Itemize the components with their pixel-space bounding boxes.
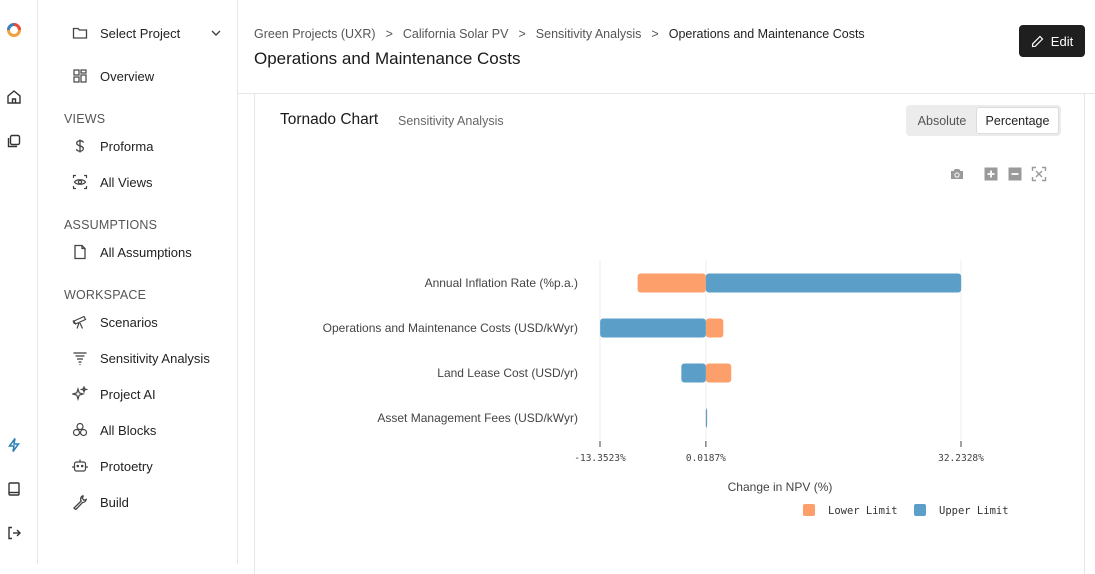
- sidebar-item-label: All Views: [100, 174, 153, 190]
- sidebar-item-project-ai[interactable]: Project AI: [72, 384, 156, 404]
- sidebar-item-scenarios[interactable]: Scenarios: [72, 312, 158, 332]
- chart-card: Tornado Chart Sensitivity Analysis Absol…: [254, 94, 1085, 574]
- file-icon: [74, 244, 86, 260]
- logout-icon[interactable]: [6, 525, 22, 541]
- x-tick-label: 0.0187%: [686, 453, 726, 464]
- bot-icon: [72, 459, 88, 472]
- lower-limit-bar: [637, 273, 706, 293]
- sidebar-item-label: Sensitivity Analysis: [100, 350, 210, 366]
- legend-swatch: [914, 504, 926, 516]
- camera-icon[interactable]: [949, 166, 965, 182]
- lower-limit-bar: [705, 318, 724, 338]
- edit-button[interactable]: Edit: [1019, 25, 1085, 57]
- category-label: Asset Management Fees (USD/kWyr): [377, 411, 578, 425]
- main-content: Green Projects (UXR) > California Solar …: [238, 0, 1095, 574]
- upper-limit-bar: [705, 408, 708, 428]
- category-label: Annual Inflation Rate (%p.a.): [425, 276, 578, 290]
- zoom-out-icon[interactable]: [1007, 166, 1023, 182]
- chart-card-title: Tornado Chart: [280, 111, 379, 128]
- section-views: VIEWS: [64, 112, 106, 126]
- upper-limit-bar: [600, 318, 706, 338]
- sidebar-item-all-blocks[interactable]: All Blocks: [72, 420, 156, 440]
- breadcrumb: Green Projects (UXR) > California Solar …: [254, 27, 865, 41]
- sidebar-item-all-views[interactable]: All Views: [72, 172, 153, 192]
- wrench-icon: [73, 495, 88, 510]
- sidebar-item-label: Proforma: [100, 138, 154, 154]
- category-label: Land Lease Cost (USD/yr): [437, 366, 578, 380]
- bolt-icon[interactable]: [6, 437, 22, 453]
- x-tick-label: 32.2328%: [938, 453, 984, 464]
- zoom-in-icon[interactable]: [983, 166, 999, 182]
- sidebar-item-build[interactable]: Build: [72, 492, 129, 512]
- breadcrumb-item[interactable]: Sensitivity Analysis: [535, 27, 642, 41]
- breadcrumb-separator: >: [518, 27, 526, 41]
- logo-icon[interactable]: [6, 22, 22, 38]
- section-workspace: WORKSPACE: [64, 288, 147, 302]
- edit-button-label: Edit: [1050, 33, 1074, 49]
- autoscale-icon[interactable]: [1031, 166, 1047, 182]
- upper-limit-bar: [681, 363, 706, 383]
- sparkles-icon: [72, 386, 88, 401]
- breadcrumb-separator: >: [651, 27, 659, 41]
- x-axis-title: Change in NPV (%): [728, 480, 833, 494]
- view-toggle: Absolute Percentage: [906, 105, 1061, 136]
- sidebar-item-label: Project AI: [100, 386, 156, 402]
- sidebar-item-overview[interactable]: Overview: [72, 66, 154, 86]
- sidebar-item-protoetry[interactable]: Protoetry: [72, 456, 153, 476]
- chart-card-subtitle: Sensitivity Analysis: [398, 114, 504, 128]
- legend-label: Lower Limit: [828, 505, 898, 517]
- chevron-down-icon: [211, 30, 221, 36]
- toggle-absolute[interactable]: Absolute: [917, 113, 967, 128]
- upper-limit-bar: [705, 273, 962, 293]
- breadcrumb-separator: >: [385, 27, 393, 41]
- project-select-label: Select Project: [100, 25, 181, 41]
- book-icon[interactable]: [6, 481, 22, 497]
- sidebar-item-label: All Blocks: [100, 422, 157, 438]
- page-header: Green Projects (UXR) > California Solar …: [238, 0, 1095, 94]
- page-title: Operations and Maintenance Costs: [254, 49, 521, 68]
- telescope-icon: [72, 315, 87, 329]
- sidebar-item-label: Build: [100, 494, 129, 510]
- folder-icon: [72, 27, 88, 39]
- legend-label: Upper Limit: [939, 505, 1009, 517]
- pencil-icon: [1031, 35, 1044, 47]
- projects-icon[interactable]: [6, 133, 22, 149]
- eye-scan-icon: [72, 174, 88, 190]
- dollar-icon: [75, 139, 85, 153]
- section-assumptions: ASSUMPTIONS: [64, 218, 158, 232]
- legend-swatch: [803, 504, 815, 516]
- sidebar-item-label: All Assumptions: [100, 244, 192, 260]
- sidebar-item-all-assumptions[interactable]: All Assumptions: [72, 242, 192, 262]
- home-icon[interactable]: [6, 89, 22, 105]
- toggle-percentage[interactable]: Percentage: [976, 107, 1059, 134]
- breadcrumb-current: Operations and Maintenance Costs: [668, 27, 865, 41]
- sidebar-item-sensitivity-analysis[interactable]: Sensitivity Analysis: [72, 348, 210, 368]
- tornado-chart: Annual Inflation Rate (%p.a.) Operations …: [323, 260, 1009, 517]
- tornado-icon: [73, 352, 87, 366]
- grid-icon: [73, 69, 87, 83]
- breadcrumb-item[interactable]: Green Projects (UXR): [254, 27, 376, 41]
- blocks-icon: [72, 422, 88, 437]
- category-label: Operations and Maintenance Costs (USD/kW…: [323, 321, 578, 335]
- sidebar: Select Project Overview VIEWS Proforma A…: [38, 0, 238, 564]
- sidebar-item-proforma[interactable]: Proforma: [72, 136, 153, 156]
- project-select[interactable]: Select Project: [72, 23, 222, 43]
- sidebar-item-label: Protoetry: [100, 458, 153, 474]
- x-tick-label: -13.3523%: [574, 453, 626, 464]
- sidebar-item-label: Overview: [100, 68, 155, 84]
- sidebar-item-label: Scenarios: [100, 314, 158, 330]
- icon-rail: [0, 0, 38, 564]
- breadcrumb-item[interactable]: California Solar PV: [402, 27, 509, 41]
- lower-limit-bar: [705, 363, 732, 383]
